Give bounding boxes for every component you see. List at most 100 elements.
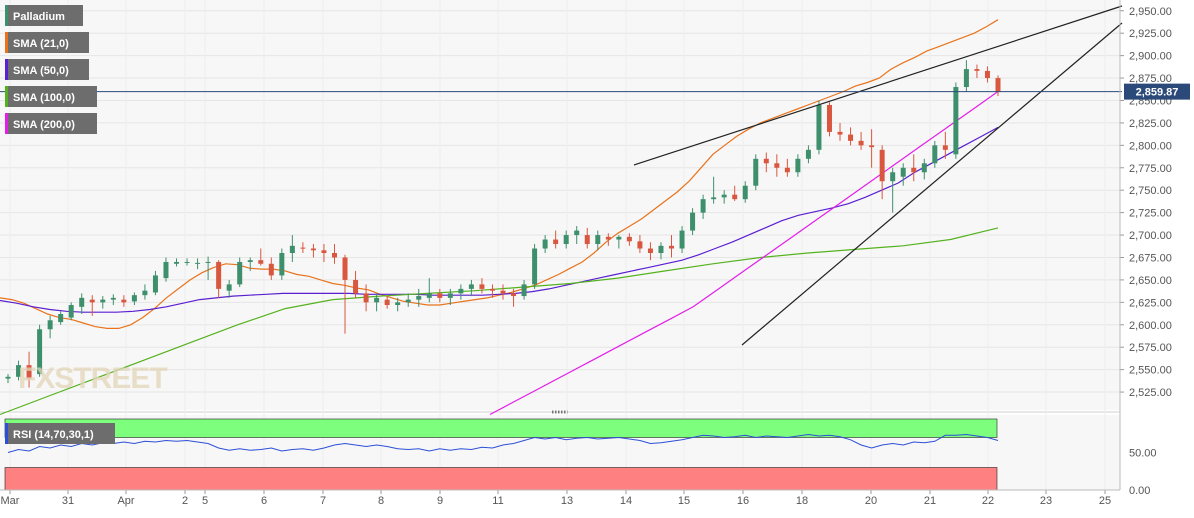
y-tick-label: 2,575.00 — [1129, 342, 1172, 354]
candle — [721, 190, 727, 204]
candle — [226, 279, 232, 298]
candle-body — [458, 288, 464, 294]
candle — [784, 158, 790, 177]
candle — [848, 127, 854, 146]
candle-body — [995, 78, 1001, 92]
candle — [858, 131, 864, 150]
rsi-axis: 0.00 50.00 — [1129, 448, 1157, 498]
x-tick-label: 2 — [182, 495, 188, 507]
candle-body — [89, 299, 95, 303]
rsi-label[interactable]: RSI (14,70,30,1) — [5, 423, 115, 444]
current-price-tag: 2,859.87 — [1124, 83, 1190, 100]
rsi-label-box — [5, 423, 115, 444]
legend-item[interactable]: Palladium — [5, 5, 83, 26]
sma-50-line — [0, 126, 999, 313]
candle — [131, 292, 137, 306]
candle — [890, 167, 896, 213]
candle — [911, 154, 917, 182]
candle — [953, 82, 959, 159]
legend-label: SMA (200,0) — [13, 119, 75, 131]
candle — [816, 100, 822, 155]
candle-body — [437, 293, 443, 298]
y-tick-label: 2,875.00 — [1129, 73, 1172, 85]
candle-body — [226, 284, 232, 291]
price-tag-text: 2,859.87 — [1136, 87, 1179, 99]
x-tick-label: 9 — [437, 495, 443, 507]
y-tick-label: 2,525.00 — [1129, 387, 1172, 399]
candle-body — [68, 305, 74, 318]
candle-body — [511, 293, 517, 297]
legend-swatch — [5, 5, 8, 26]
candle — [921, 158, 927, 180]
candle-body — [100, 299, 106, 303]
candle — [658, 242, 664, 260]
candle — [932, 140, 938, 168]
candle-body — [879, 149, 885, 182]
candle — [310, 244, 316, 258]
candle-body — [669, 245, 675, 249]
candle-body — [300, 247, 306, 249]
rsi-line — [7, 433, 999, 453]
candle-body — [110, 297, 116, 300]
candle — [900, 163, 906, 186]
candle-body — [479, 284, 485, 289]
candle — [26, 351, 32, 388]
legend-box — [5, 113, 97, 134]
candle-body — [742, 185, 748, 200]
legend-swatch — [5, 86, 8, 107]
candle — [500, 284, 506, 300]
candle — [195, 258, 201, 270]
candle — [331, 244, 337, 264]
candle-body — [553, 239, 559, 245]
candle — [532, 244, 538, 289]
legend-item[interactable]: SMA (21,0) — [5, 32, 89, 53]
x-tick-label: 14 — [620, 495, 632, 507]
candle-body — [700, 199, 706, 213]
trendlines — [633, 5, 1123, 346]
candle — [205, 256, 211, 280]
x-tick-label: 5 — [202, 495, 208, 507]
y-tick-label: 2,550.00 — [1129, 365, 1172, 377]
x-tick-label: 25 — [1099, 495, 1111, 507]
legend-label: SMA (21,0) — [13, 38, 69, 50]
candle-body — [26, 365, 32, 379]
upper-trendline — [633, 5, 1123, 166]
candle-body — [426, 293, 432, 298]
x-tick-label: 13 — [561, 495, 573, 507]
candle — [984, 66, 990, 83]
legend-item[interactable]: SMA (200,0) — [5, 113, 97, 134]
rsi-label-swatch — [5, 423, 8, 444]
rsi-series — [7, 433, 999, 453]
legend-item[interactable]: SMA (50,0) — [5, 59, 89, 80]
candle — [605, 233, 611, 246]
x-tick-label: 18 — [796, 495, 808, 507]
candle — [79, 293, 85, 315]
candle-body — [805, 149, 811, 159]
candle-body — [679, 230, 685, 249]
sma-200-line — [489, 91, 999, 416]
candle-body — [932, 145, 938, 164]
candle — [363, 284, 369, 312]
candle — [289, 235, 295, 262]
candle-body — [405, 299, 411, 303]
candle-body — [331, 252, 337, 258]
candle-body — [816, 104, 822, 150]
candle — [237, 257, 243, 288]
candle-body — [848, 134, 854, 141]
candle — [584, 227, 590, 249]
candle — [974, 64, 980, 79]
legend-item[interactable]: SMA (100,0) — [5, 86, 97, 107]
price-tag-box — [1124, 83, 1190, 100]
x-tick-label: 11 — [492, 495, 503, 507]
candle-body — [626, 236, 632, 242]
candle-body — [447, 293, 453, 298]
legend: Palladium SMA (21,0) SMA (50,0) SMA (100,0)… — [5, 5, 97, 134]
candle — [826, 102, 832, 137]
x-tick-label: 20 — [865, 495, 877, 507]
rsi-overbought-zone — [4, 418, 998, 438]
y-tick-label: 2,750.00 — [1129, 185, 1172, 197]
y-tick-label: 2,825.00 — [1129, 118, 1172, 130]
main-panel-bg — [0, 0, 1120, 410]
candle-body — [163, 261, 169, 279]
sma-100-line — [0, 227, 999, 416]
